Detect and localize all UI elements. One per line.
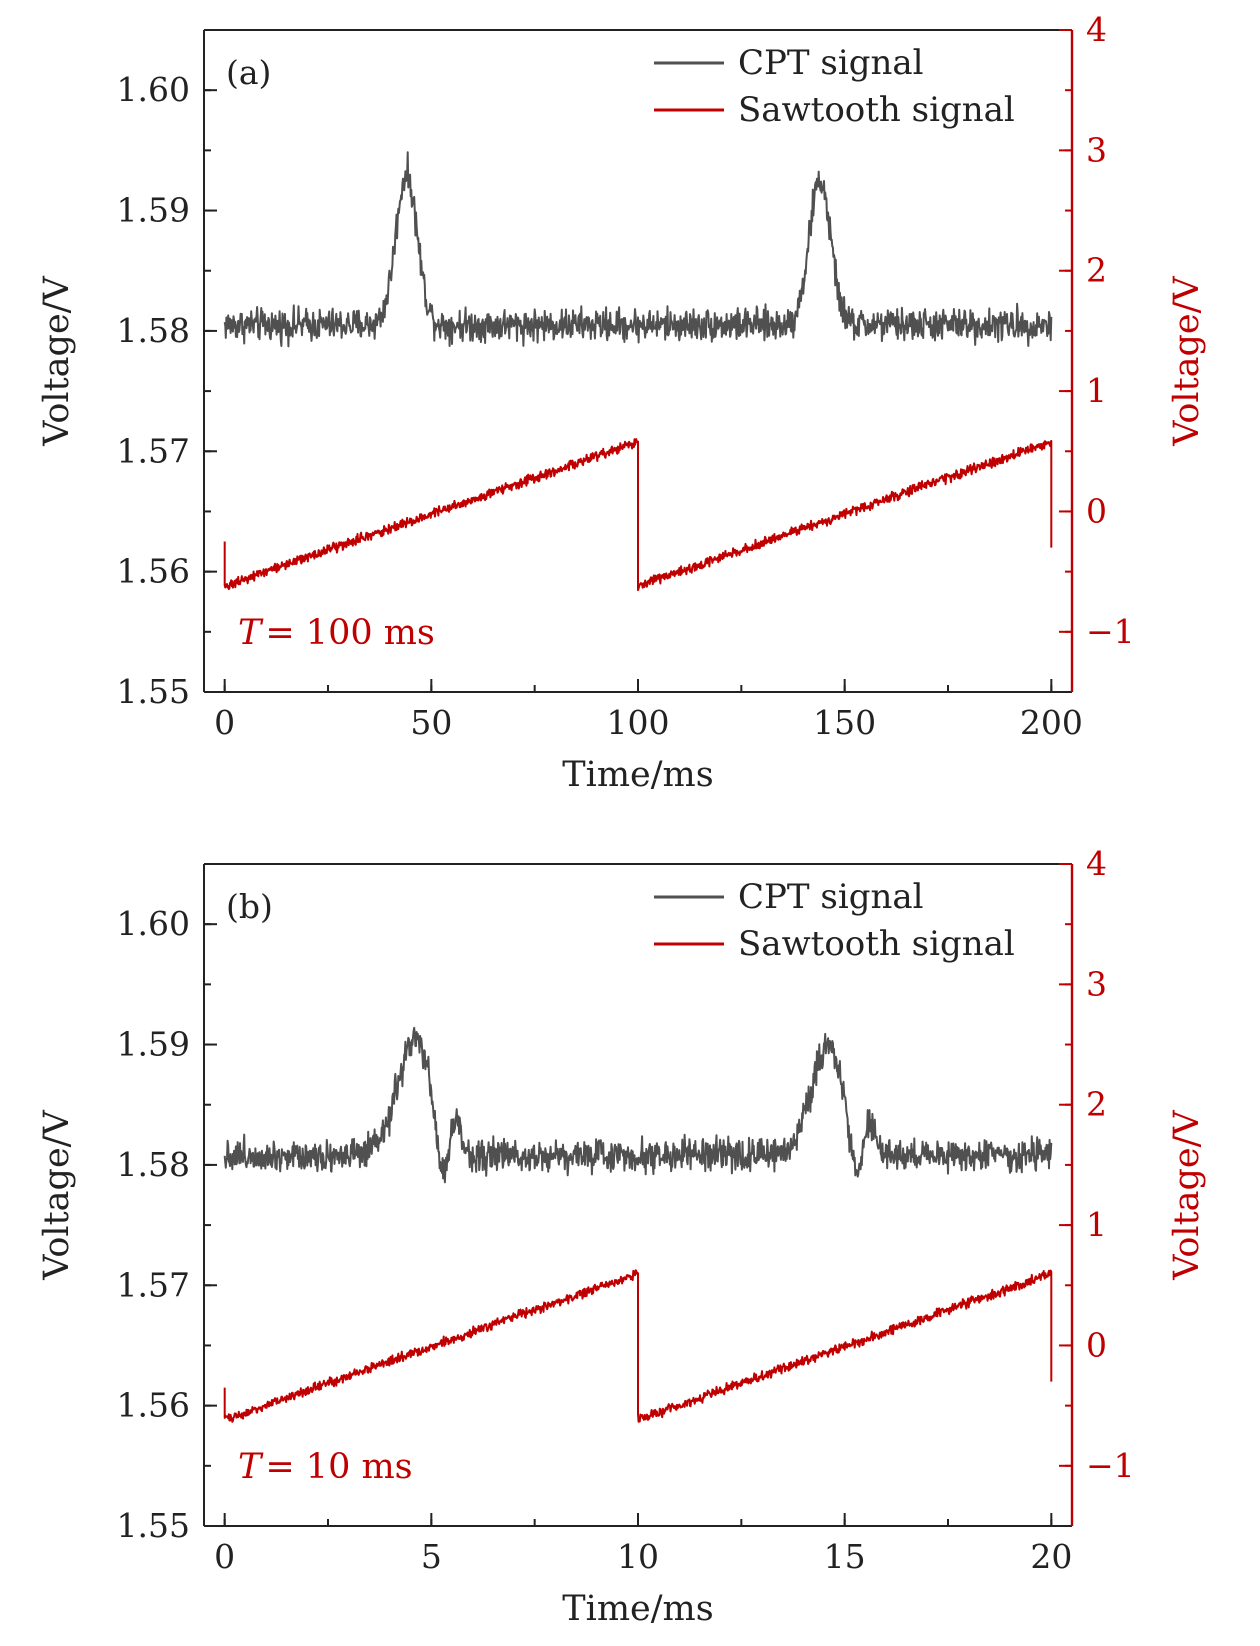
panel-label: (b): [226, 887, 273, 926]
series-line-cpt-signal: [223, 1026, 1053, 1184]
y-left-tick-label: 1.56: [117, 552, 190, 591]
x-tick-label: 5: [421, 1537, 442, 1576]
y-left-tick-label: 1.56: [117, 1386, 190, 1425]
y-right-tick-label: 2: [1086, 251, 1107, 290]
legend: CPT signal Sawtooth signal: [654, 43, 1015, 130]
y-right-tick-label: 0: [1086, 491, 1107, 530]
legend-entry: Sawtooth signal: [738, 90, 1015, 130]
y-left-tick-label: 1.60: [117, 70, 190, 109]
period-symbol: T: [238, 613, 264, 653]
legend-entry: Sawtooth signal: [738, 924, 1015, 964]
legend: CPT signal Sawtooth signal: [654, 877, 1015, 964]
x-tick-label: 15: [824, 1537, 866, 1576]
legend-entry: CPT signal: [738, 43, 924, 83]
x-tick-label: 200: [1020, 703, 1083, 742]
y-left-tick-label: 1.59: [117, 191, 190, 230]
legend-entry: CPT signal: [738, 877, 924, 917]
y-right-tick-label: 1: [1086, 371, 1107, 410]
y-right-axis-label: Voltage/V: [1167, 1110, 1207, 1281]
y-left-tick-label: 1.55: [117, 672, 190, 711]
y-left-tick-label: 1.60: [117, 904, 190, 943]
y-left-tick-label: 1.58: [117, 1145, 190, 1184]
x-tick-label: 0: [214, 1537, 235, 1576]
series-line-sawtooth-signal: [223, 1269, 1053, 1423]
panel-label: (a): [226, 53, 271, 92]
period-symbol: T: [238, 1447, 264, 1487]
y-right-tick-label: 2: [1086, 1085, 1107, 1124]
y-left-tick-label: 1.59: [117, 1025, 190, 1064]
chart-panel-b: 0 5 10 15 20Time/ms1.551.561.571.581.591.60V…: [37, 844, 1207, 1629]
period-value: = 100 ms: [265, 613, 435, 653]
y-right-tick-label: −1: [1086, 612, 1135, 651]
y-left-axis-label: Voltage/V: [37, 1110, 77, 1281]
period-annotation: T = 100 ms: [238, 613, 435, 653]
y-right-axis-label: Voltage/V: [1167, 276, 1207, 447]
x-tick-label: 10: [617, 1537, 659, 1576]
x-tick-label: 0: [214, 703, 235, 742]
period-annotation: T = 10 ms: [238, 1447, 413, 1487]
period-value: = 10 ms: [265, 1447, 412, 1487]
x-tick-label: 150: [813, 703, 876, 742]
y-right-tick-label: 3: [1086, 130, 1107, 169]
chart-panel-a: 0 50 100 150 200 Time/ms 1.55 1.56 1.57 1.58 1.59 1…: [37, 10, 1207, 795]
x-axis-label: Time/ms: [562, 755, 713, 795]
x-tick-label: 100: [607, 703, 670, 742]
y-left-tick-label: 1.57: [117, 1265, 190, 1304]
x-tick-label: 50: [410, 703, 452, 742]
series-line-sawtooth-signal: [223, 438, 1053, 592]
y-left-tick-label: 1.57: [117, 431, 190, 470]
y-right-tick-label: 4: [1086, 844, 1107, 883]
y-right-tick-label: −1: [1086, 1446, 1135, 1485]
y-right-tick-label: 1: [1086, 1205, 1107, 1244]
y-right-tick-label: 3: [1086, 964, 1107, 1003]
y-right-tick-label: 4: [1086, 10, 1107, 49]
series-line-cpt-signal: [223, 151, 1053, 348]
y-left-tick-label: 1.55: [117, 1506, 190, 1545]
y-left-axis-label: Voltage/V: [37, 276, 77, 447]
x-tick-label: 20: [1030, 1537, 1072, 1576]
y-right-tick-label: 0: [1086, 1325, 1107, 1364]
x-axis-label: Time/ms: [562, 1589, 713, 1629]
y-left-tick-label: 1.58: [117, 311, 190, 350]
